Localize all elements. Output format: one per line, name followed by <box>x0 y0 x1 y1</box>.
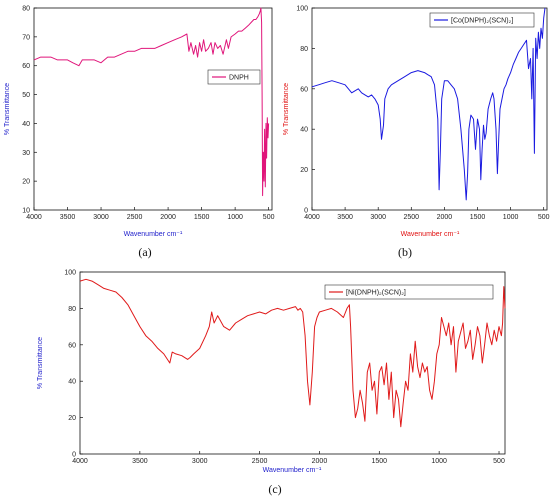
x-tick-label: 4000 <box>72 458 88 465</box>
plot-frame <box>33 7 273 211</box>
legend-box <box>429 12 535 28</box>
x-tick-label: 500 <box>538 214 550 221</box>
caption-b: (b) <box>398 245 412 259</box>
x-axis-label: Wavenumber cm⁻¹ <box>124 231 183 238</box>
caption-c: (c) <box>268 482 282 496</box>
x-tick-label: 3000 <box>93 214 109 221</box>
legend-box <box>207 69 261 85</box>
y-tick-label: 50 <box>22 92 30 99</box>
y-tick-label: 40 <box>68 379 76 386</box>
x-tick-label: 3000 <box>192 458 208 465</box>
y-tick-label: 100 <box>64 270 76 277</box>
series-line <box>311 7 546 201</box>
chart-b-svg: 4000 3500 3000 2500 2000 1500 1000 500 0 20 40 60 80… <box>283 6 550 239</box>
legend-box <box>324 284 494 300</box>
x-tick-label: 1000 <box>227 214 243 221</box>
x-tick-label: 1000 <box>431 458 447 465</box>
x-tick-label: 3000 <box>370 214 386 221</box>
x-tick-label: 1500 <box>470 214 486 221</box>
y-tick-label: 40 <box>300 127 308 134</box>
x-tick-label: 3500 <box>132 458 148 465</box>
y-tick-label: 0 <box>304 208 308 215</box>
x-tick-label: 500 <box>263 214 275 221</box>
x-tick-label: 1500 <box>194 214 210 221</box>
x-tick-label: 1000 <box>503 214 519 221</box>
x-tick-label: 2000 <box>160 214 176 221</box>
y-tick-label: 60 <box>300 86 308 93</box>
y-tick-label: 20 <box>22 179 30 186</box>
chart-a-svg: 4000 3500 3000 2500 2000 1500 1000 500 10 20 30 40 5… <box>4 6 275 239</box>
chart-c-svg: 4000 3500 3000 2500 2000 1500 1000 500 0 20 40 60 80… <box>37 270 506 474</box>
y-tick-label: 60 <box>22 63 30 70</box>
x-tick-label: 3500 <box>337 214 353 221</box>
y-tick-label: 40 <box>22 121 30 128</box>
x-tick-label: 2500 <box>127 214 143 221</box>
y-tick-label: 0 <box>72 452 76 459</box>
x-tick-label: 2500 <box>404 214 420 221</box>
x-tick-label: 3500 <box>60 214 76 221</box>
x-tick-label: 2000 <box>312 458 328 465</box>
legend-label: [Co(DNPH)₂(SCN)₂] <box>451 18 513 25</box>
x-tick-label: 1500 <box>372 458 388 465</box>
y-tick-label: 80 <box>22 6 30 13</box>
chart-c: 4000 3500 3000 2500 2000 1500 1000 500 0 20 40 60 80… <box>0 262 550 480</box>
y-tick-label: 80 <box>68 306 76 313</box>
series-line <box>79 278 506 428</box>
y-axis-label: % Transmittance <box>4 83 11 135</box>
x-tick-label: 4000 <box>26 214 42 221</box>
x-tick-label: 2500 <box>252 458 268 465</box>
y-tick-label: 70 <box>22 34 30 41</box>
y-tick-label: 10 <box>22 208 30 215</box>
chart-a: 4000 3500 3000 2500 2000 1500 1000 500 10 20 30 40 5… <box>0 0 275 240</box>
x-axis-label: Wavenumber cm⁻¹ <box>401 231 460 238</box>
y-tick-label: 20 <box>68 415 76 422</box>
chart-b: 4000 3500 3000 2500 2000 1500 1000 500 0 20 40 60 80… <box>275 0 550 240</box>
caption-a: (a) <box>138 245 152 259</box>
legend-label: [Ni(DNPH)₂(SCN)₂] <box>346 290 406 297</box>
plot-frame <box>79 271 506 455</box>
legend-label: DNPH <box>229 75 249 82</box>
x-tick-label: 4000 <box>304 214 320 221</box>
y-tick-label: 30 <box>22 150 30 157</box>
y-axis-label: % Transmittance <box>283 83 290 135</box>
series-line <box>33 7 270 197</box>
y-tick-label: 100 <box>296 6 308 13</box>
plot-frame <box>311 7 548 211</box>
y-tick-label: 60 <box>68 342 76 349</box>
x-tick-label: 500 <box>493 458 505 465</box>
x-axis-label: Wavenumber cm⁻¹ <box>263 467 322 474</box>
y-tick-label: 20 <box>300 167 308 174</box>
x-tick-label: 2000 <box>437 214 453 221</box>
y-tick-label: 80 <box>300 46 308 53</box>
y-axis-label: % Transmittance <box>37 337 44 389</box>
